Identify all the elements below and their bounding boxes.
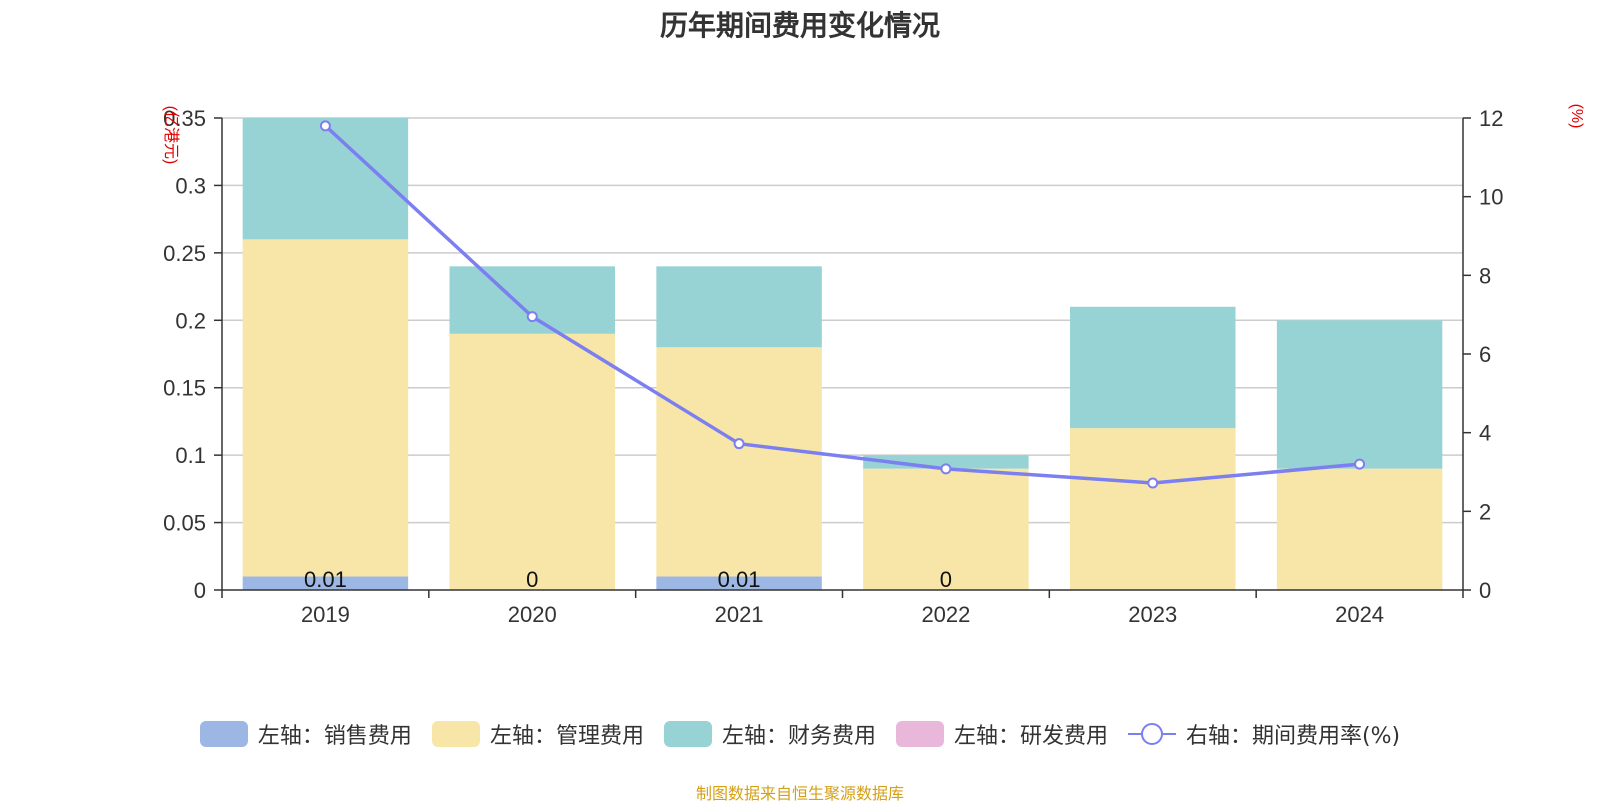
right-axis-tick-label: 8 — [1479, 263, 1491, 288]
rate-point — [733, 438, 745, 450]
source-note: 制图数据来自恒生聚源数据库 — [695, 784, 904, 803]
left-axis-tick-label: 0.35 — [163, 106, 206, 131]
rate-point — [526, 311, 538, 323]
sales-data-label: 0.01 — [718, 567, 761, 592]
bar-admin — [1070, 428, 1236, 590]
bar-finance — [1276, 320, 1443, 469]
bar-admin — [1276, 468, 1443, 590]
bar-finance — [656, 266, 822, 348]
x-axis-tick-label: 2021 — [715, 602, 764, 627]
rate-point — [319, 120, 331, 132]
legend-label-rd: 左轴：研发费用 — [953, 724, 1108, 749]
x-axis-tick-label: 2023 — [1128, 602, 1177, 627]
right-axis-tick-label: 4 — [1479, 421, 1491, 446]
legend-item-sales[interactable]: 左轴：销售费用 — [199, 718, 412, 750]
right-axis-tick-label: 6 — [1479, 342, 1491, 367]
rate-point — [940, 463, 952, 475]
x-axis-tick-label: 2019 — [301, 602, 350, 627]
legend-item-rate[interactable]: 右轴：期间费用率(%) — [1127, 718, 1401, 750]
x-axis-tick-label: 2022 — [921, 602, 970, 627]
bar-finance — [1070, 306, 1236, 429]
right-axis-tick-label: 2 — [1479, 499, 1491, 524]
legend-swatch-sales — [199, 721, 248, 747]
right-axis-tick-label: 0 — [1479, 578, 1491, 603]
left-axis-tick-label: 0.1 — [175, 443, 206, 468]
x-axis-tick-label: 2020 — [508, 602, 557, 627]
bar-sales — [242, 576, 409, 590]
bar-admin — [863, 468, 1029, 590]
rate-line — [324, 124, 1360, 485]
legend-label-rate: 右轴：期间费用率(%) — [1185, 724, 1401, 749]
right-axis-tick-label: 10 — [1479, 185, 1503, 210]
sales-data-label: 0.01 — [304, 567, 347, 592]
left-axis-tick-label: 0.2 — [175, 308, 206, 333]
right-axis-tick-label: 12 — [1479, 106, 1503, 131]
legend-label-sales: 左轴：销售费用 — [257, 724, 412, 749]
legend-item-rd[interactable]: 左轴：研发费用 — [895, 718, 1108, 750]
left-axis-tick-label: 0 — [194, 578, 206, 603]
legend-swatch-finance — [663, 721, 712, 747]
legend-swatch-admin — [431, 721, 480, 747]
chart-canvas: 0 0.05 0.1 0.15 0.2 0.25 0.3 0.35 0 2 4 6 8 10 12 0.01 0… — [162, 104, 1585, 627]
rate-point — [1354, 458, 1366, 470]
legend-line-rate-icon — [1127, 721, 1176, 747]
left-axis-tick-label: 0.05 — [163, 511, 206, 536]
legend-label-finance: 左轴：财务费用 — [721, 724, 876, 749]
right-axis-unit-label: (%) — [1568, 104, 1585, 129]
left-axis-unit-label: (亿港元) — [162, 106, 180, 165]
chart-title: 历年期间费用变化情况 — [659, 9, 940, 42]
bar-admin — [656, 347, 822, 577]
legend-item-admin[interactable]: 左轴：管理费用 — [431, 718, 644, 750]
bar-admin — [242, 239, 409, 577]
sales-data-label: 0 — [526, 567, 538, 592]
bar-finance — [449, 266, 615, 334]
left-axis-tick-label: 0.3 — [175, 173, 206, 198]
legend-swatch-rd — [895, 721, 944, 747]
legend-item-finance[interactable]: 左轴：财务费用 — [663, 718, 876, 750]
chart-legend: 左轴：销售费用 左轴：管理费用 左轴：财务费用 左轴：研发费用 右轴：期间费用率… — [0, 718, 1600, 750]
x-axis-tick-label: 2024 — [1335, 602, 1384, 627]
bar-sales — [656, 576, 822, 590]
legend-label-admin: 左轴：管理费用 — [489, 724, 644, 749]
bar-admin — [449, 333, 615, 590]
left-axis-tick-label: 0.15 — [163, 376, 206, 401]
sales-data-label: 0 — [940, 567, 952, 592]
rate-point — [1147, 477, 1159, 489]
left-axis-tick-label: 0.25 — [163, 241, 206, 266]
